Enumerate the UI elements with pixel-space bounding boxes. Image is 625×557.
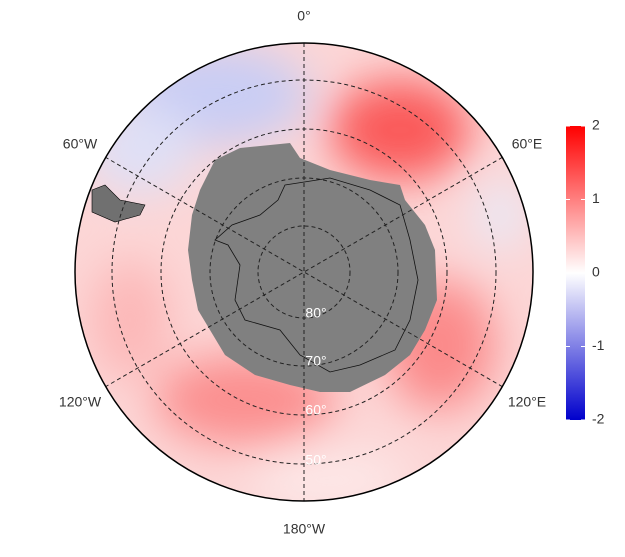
parallel-label: 80° xyxy=(305,305,326,321)
parallel-label: 50° xyxy=(305,452,326,468)
coastline xyxy=(214,177,419,373)
colorbar-tick-label: -1 xyxy=(592,337,605,353)
meridian-label: 120°E xyxy=(508,394,546,410)
map-border xyxy=(74,42,534,502)
meridian-label: 60°E xyxy=(512,136,543,152)
meridian-label: 180°W xyxy=(283,521,326,537)
colorbar-tick-label: 0 xyxy=(592,264,600,280)
anomaly-field: 80° 70° 60° 50° xyxy=(75,43,533,501)
colorbar: 2 1 0 -1 -2 xyxy=(566,117,605,427)
parallel-label: 60° xyxy=(305,402,326,418)
parallel-label: 70° xyxy=(305,353,326,369)
meridian-label: 0° xyxy=(297,8,310,24)
meridian-label: 60°W xyxy=(63,136,98,152)
colorbar-gradient xyxy=(566,126,585,420)
graticule xyxy=(104,43,504,501)
colorbar-tick-label: 2 xyxy=(592,117,600,133)
land-mask xyxy=(91,184,146,223)
meridian-label: 120°W xyxy=(59,394,102,410)
colorbar-tick-label: 1 xyxy=(592,190,600,206)
colorbar-tick-label: -2 xyxy=(592,411,605,427)
